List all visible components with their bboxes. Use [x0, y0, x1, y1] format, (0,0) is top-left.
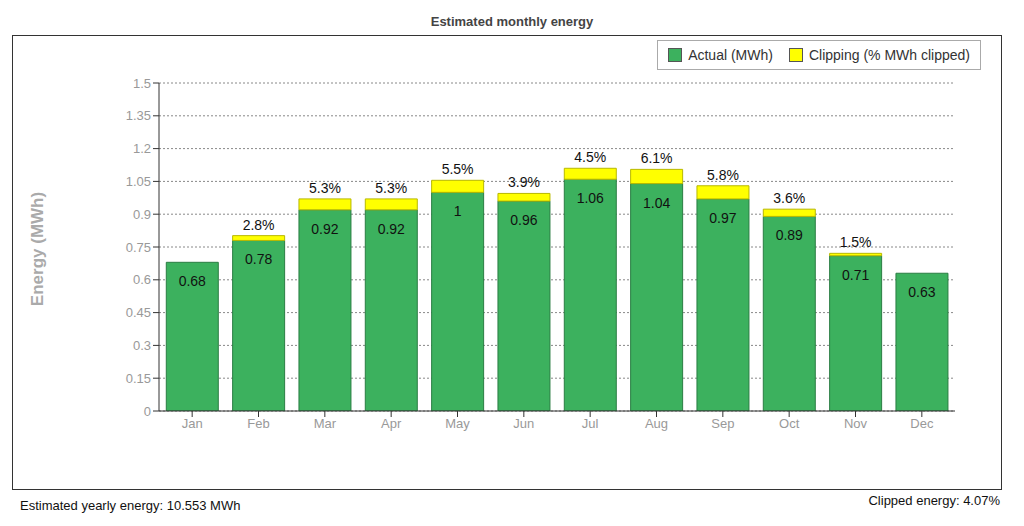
html-text:Clipped energy: 4.07%: Clipped energy: 4.07% [868, 493, 1000, 508]
svg-text:Apr: Apr [381, 416, 402, 431]
svg-text:0.6: 0.6 [133, 272, 151, 287]
svg-text:0.9: 0.9 [133, 207, 151, 222]
svg-text:0.96: 0.96 [510, 212, 537, 228]
html-text:Energy (MWh): Energy (MWh) [28, 191, 47, 307]
svg-text:1.5: 1.5 [133, 76, 151, 91]
svg-text:Jul: Jul [582, 416, 599, 431]
svg-text:1.05: 1.05 [126, 174, 151, 189]
svg-text:0.3: 0.3 [133, 338, 151, 353]
svg-text:Oct: Oct [779, 416, 800, 431]
svg-text:Nov: Nov [844, 416, 868, 431]
svg-text:0: 0 [144, 404, 151, 419]
svg-text:May: May [445, 416, 470, 431]
svg-text:4.5%: 4.5% [574, 149, 606, 165]
svg-text:6.1%: 6.1% [641, 150, 673, 166]
svg-text:Jan: Jan [182, 416, 203, 431]
svg-text:0.75: 0.75 [126, 240, 151, 255]
svg-text:0.45: 0.45 [126, 305, 151, 320]
svg-text:5.3%: 5.3% [375, 180, 407, 196]
svg-text:0.92: 0.92 [311, 221, 338, 237]
svg-text:0.92: 0.92 [378, 221, 405, 237]
svg-text:2.8%: 2.8% [243, 217, 275, 233]
svg-text:3.6%: 3.6% [773, 190, 805, 206]
html-text:Estimated monthly energy: Estimated monthly energy [430, 14, 594, 29]
svg-text:1.04: 1.04 [643, 195, 670, 211]
svg-text:Mar: Mar [314, 416, 337, 431]
svg-text:0.68: 0.68 [179, 273, 206, 289]
svg-text:0.63: 0.63 [908, 284, 935, 300]
svg-text:Aug: Aug [645, 416, 668, 431]
svg-text:1: 1 [454, 203, 462, 219]
svg-text:0.78: 0.78 [245, 251, 272, 267]
svg-text:5.3%: 5.3% [309, 180, 341, 196]
svg-text:0.71: 0.71 [842, 267, 869, 283]
svg-text:0.15: 0.15 [126, 371, 151, 386]
svg-text:Jun: Jun [513, 416, 534, 431]
html-text:Actual (MWh): Actual (MWh) [688, 47, 773, 63]
svg-text:0.89: 0.89 [776, 227, 803, 243]
svg-text:0.97: 0.97 [709, 210, 736, 226]
html-text:Estimated yearly energy: 10.55: Estimated yearly energy: 10.553 MWh [20, 498, 241, 513]
html-text:Clipping (% MWh clipped): Clipping (% MWh clipped) [808, 47, 970, 63]
svg-text:1.06: 1.06 [577, 190, 604, 206]
svg-text:Feb: Feb [247, 416, 269, 431]
svg-text:3.9%: 3.9% [508, 174, 540, 190]
svg-text:5.5%: 5.5% [442, 161, 474, 177]
svg-text:Sep: Sep [711, 416, 734, 431]
svg-text:Dec: Dec [910, 416, 934, 431]
svg-text:1.35: 1.35 [126, 108, 151, 123]
svg-text:5.8%: 5.8% [707, 167, 739, 183]
svg-text:1.2: 1.2 [133, 141, 151, 156]
svg-text:1.5%: 1.5% [840, 234, 872, 250]
